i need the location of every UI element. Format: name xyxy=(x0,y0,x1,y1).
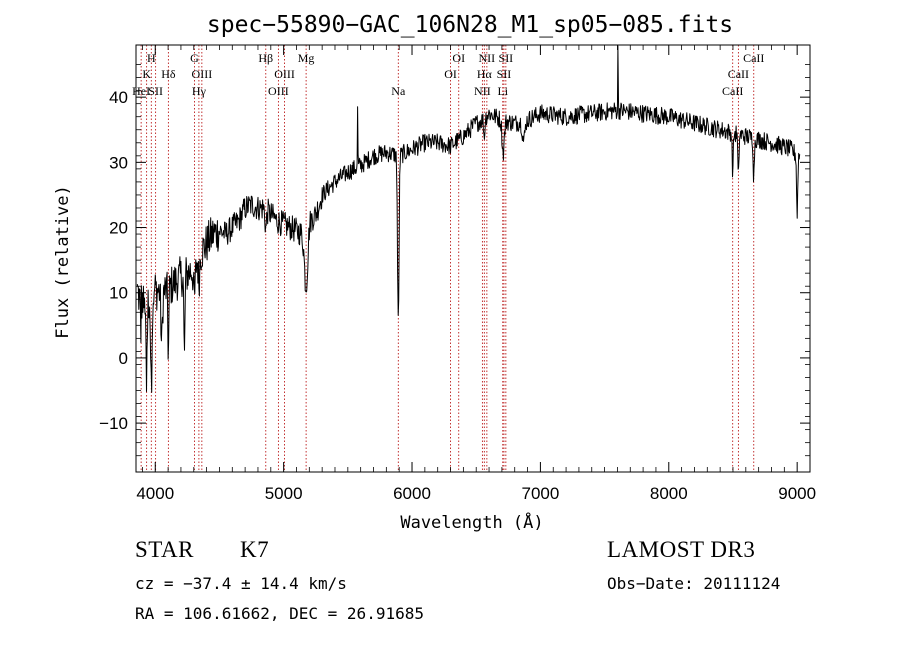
spectral-line-label: SII xyxy=(497,67,512,81)
y-tick-label: 0 xyxy=(119,349,128,368)
spectral-line-label: Na xyxy=(391,84,406,98)
spectral-line-label: NII xyxy=(479,51,496,65)
spectral-line-label: SII xyxy=(148,84,163,98)
spectral-line-label: CaII xyxy=(722,84,743,98)
spectral-line-label: G xyxy=(190,51,199,65)
spectral-line-label: Hβ xyxy=(258,51,273,65)
spectrum-line xyxy=(136,45,801,393)
object-class: STAR xyxy=(135,537,194,562)
spectral-line-label: Hα xyxy=(477,67,493,81)
spectral-line-label: OI xyxy=(452,51,465,65)
x-tick-label: 6000 xyxy=(393,484,431,503)
spectral-line-label: CaII xyxy=(743,51,764,65)
observation-date: Obs−Date: 20111124 xyxy=(607,574,781,593)
spectral-line-label: OIII xyxy=(268,84,289,98)
spectral-line-label: OIII xyxy=(274,67,295,81)
y-tick-label: 40 xyxy=(109,88,128,107)
plot-frame xyxy=(135,44,811,473)
object-subclass: K7 xyxy=(240,537,270,562)
spectral-line-labels: KHHeISIIHδGHγOIIIHβOIIIOIIIMgNaOIOINIIHα… xyxy=(132,51,764,98)
spectral-line-label: OI xyxy=(444,67,457,81)
y-tick-label: 20 xyxy=(109,219,128,238)
spectral-line-label: Hδ xyxy=(161,67,176,81)
y-axis-label: Flux (relative) xyxy=(53,185,73,339)
survey-name: LAMOST DR3 xyxy=(607,537,756,562)
spectral-line-label: K xyxy=(142,67,151,81)
x-tick-label: 9000 xyxy=(778,484,816,503)
redshift-cz: cz = −37.4 ± 14.4 km/s xyxy=(135,574,347,593)
x-tick-label: 5000 xyxy=(265,484,303,503)
spectral-line-label: OIII xyxy=(192,67,213,81)
spectral-line-label: HeI xyxy=(132,84,150,98)
y-tick-label: 10 xyxy=(109,284,128,303)
axis-ticks: 4000 5000 6000 7000 8000 9000 −10 0 10 20 30 40 xyxy=(99,45,816,503)
x-tick-label: 4000 xyxy=(136,484,174,503)
x-axis-label: Wavelength (Å) xyxy=(400,511,543,533)
spectral-line-label: H xyxy=(147,51,156,65)
x-tick-label: 8000 xyxy=(650,484,688,503)
spectral-line-label: CaII xyxy=(728,67,749,81)
y-tick-label: −10 xyxy=(99,414,128,433)
spectral-line-label: NII xyxy=(474,84,491,98)
x-tick-label: 7000 xyxy=(521,484,559,503)
spectral-line-label: Hγ xyxy=(192,84,207,98)
spectral-line-label: Mg xyxy=(298,51,315,65)
chart-title: spec−55890−GAC_106N28_M1_sp05−085.fits xyxy=(207,12,733,38)
spectral-line-label: Li xyxy=(497,84,508,98)
spectral-line-label: SII xyxy=(499,51,514,65)
ra-dec-coordinates: RA = 106.61662, DEC = 26.91685 xyxy=(135,604,424,623)
y-tick-label: 30 xyxy=(109,153,128,172)
